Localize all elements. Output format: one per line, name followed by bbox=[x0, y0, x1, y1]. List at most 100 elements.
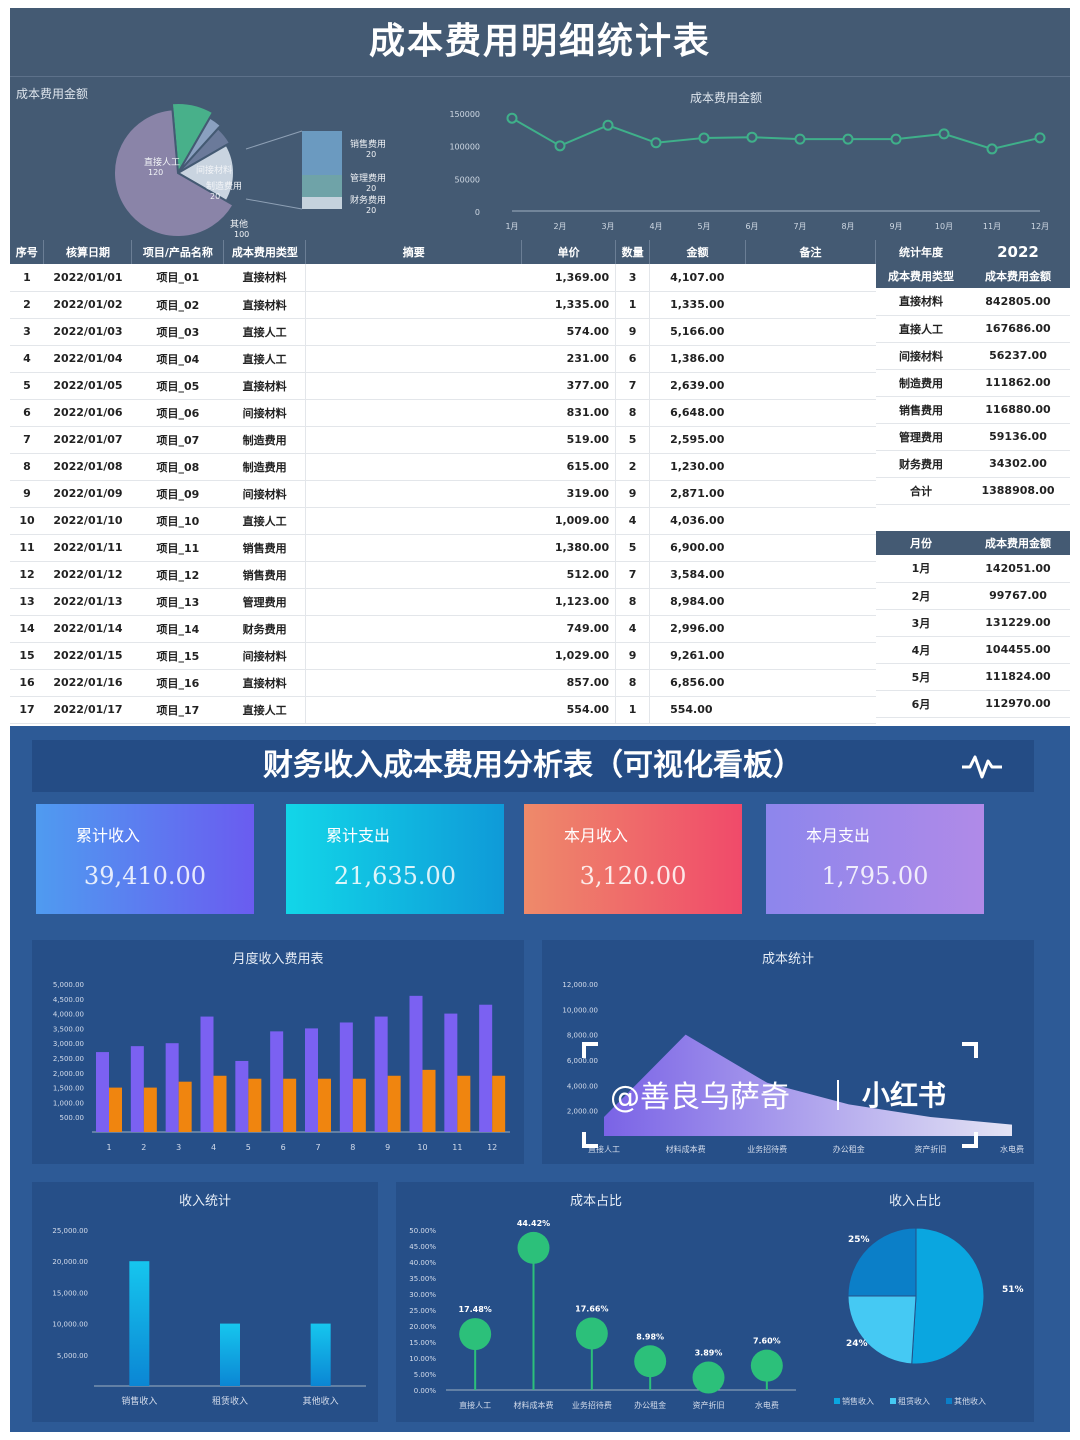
table-cell[interactable]: 2 bbox=[10, 291, 44, 319]
table-cell[interactable]: 9 bbox=[615, 480, 651, 508]
table-cell[interactable]: 1,369.00 bbox=[521, 264, 617, 292]
table-cell[interactable]: 1 bbox=[10, 264, 44, 292]
table-cell[interactable] bbox=[745, 264, 876, 292]
table-cell[interactable] bbox=[745, 642, 876, 670]
table-cell[interactable]: 16 bbox=[10, 669, 44, 697]
table-cell[interactable]: 8 bbox=[615, 399, 651, 427]
table-cell[interactable]: 项目_13 bbox=[131, 588, 224, 616]
column-header[interactable]: 备注 bbox=[745, 240, 876, 264]
table-cell[interactable]: 5 bbox=[615, 534, 651, 562]
table-row[interactable]: 12 2022/01/12 项目_12 销售费用 512.00 7 3,584.00 bbox=[10, 561, 876, 589]
table-row[interactable]: 2 2022/01/02 项目_02 直接材料 1,335.00 1 1,335.00 bbox=[10, 291, 876, 319]
kpi-card[interactable]: 累计收入 39,410.00 bbox=[36, 804, 254, 914]
table-cell[interactable]: 13 bbox=[10, 588, 44, 616]
table-cell[interactable] bbox=[745, 561, 876, 589]
table-cell[interactable]: 1,380.00 bbox=[521, 534, 617, 562]
table-row[interactable]: 5 2022/01/05 项目_05 直接材料 377.00 7 2,639.00 bbox=[10, 372, 876, 400]
table-cell[interactable]: 项目_07 bbox=[131, 426, 224, 454]
column-header[interactable]: 摘要 bbox=[305, 240, 523, 264]
table-cell[interactable]: 项目_03 bbox=[131, 318, 224, 346]
table-cell[interactable] bbox=[305, 696, 522, 724]
table-cell[interactable]: 7 bbox=[615, 561, 651, 589]
table-cell[interactable] bbox=[305, 453, 522, 481]
table-cell[interactable] bbox=[305, 534, 522, 562]
table-cell[interactable]: 554.00 bbox=[649, 696, 746, 724]
column-header[interactable]: 项目/产品名称 bbox=[131, 240, 225, 264]
table-row[interactable]: 1 2022/01/01 项目_01 直接材料 1,369.00 3 4,107.00 bbox=[10, 264, 876, 292]
table-cell[interactable] bbox=[305, 372, 522, 400]
table-cell[interactable]: 11 bbox=[10, 534, 44, 562]
table-cell[interactable]: 6,648.00 bbox=[649, 399, 746, 427]
table-cell[interactable]: 直接人工 bbox=[223, 345, 307, 373]
table-row[interactable]: 8 2022/01/08 项目_08 制造费用 615.00 2 1,230.00 bbox=[10, 453, 876, 481]
table-cell[interactable] bbox=[305, 480, 522, 508]
table-cell[interactable]: 4 bbox=[10, 345, 44, 373]
table-cell[interactable]: 5,166.00 bbox=[649, 318, 746, 346]
table-cell[interactable]: 2022/01/13 bbox=[43, 588, 132, 616]
table-cell[interactable]: 231.00 bbox=[521, 345, 617, 373]
table-cell[interactable] bbox=[305, 318, 522, 346]
table-cell[interactable]: 2022/01/06 bbox=[43, 399, 132, 427]
table-cell[interactable]: 项目_10 bbox=[131, 507, 224, 535]
table-cell[interactable]: 直接材料 bbox=[223, 372, 307, 400]
table-cell[interactable]: 5 bbox=[10, 372, 44, 400]
table-cell[interactable] bbox=[745, 615, 876, 643]
table-cell[interactable]: 8 bbox=[615, 588, 651, 616]
table-cell[interactable]: 1,335.00 bbox=[521, 291, 617, 319]
table-cell[interactable]: 1,029.00 bbox=[521, 642, 617, 670]
table-cell[interactable]: 4 bbox=[615, 615, 651, 643]
table-cell[interactable]: 项目_04 bbox=[131, 345, 224, 373]
column-header[interactable]: 金额 bbox=[649, 240, 747, 264]
table-cell[interactable]: 直接人工 bbox=[223, 507, 307, 535]
table-cell[interactable]: 项目_06 bbox=[131, 399, 224, 427]
table-cell[interactable] bbox=[745, 480, 876, 508]
column-header[interactable]: 成本费用类型 bbox=[223, 240, 307, 264]
table-cell[interactable]: 直接人工 bbox=[223, 696, 307, 724]
table-cell[interactable]: 9 bbox=[10, 480, 44, 508]
table-cell[interactable]: 4,107.00 bbox=[649, 264, 746, 292]
table-cell[interactable]: 2022/01/14 bbox=[43, 615, 132, 643]
table-cell[interactable]: 项目_08 bbox=[131, 453, 224, 481]
table-cell[interactable]: 3,584.00 bbox=[649, 561, 746, 589]
table-row[interactable]: 16 2022/01/16 项目_16 直接材料 857.00 8 6,856.00 bbox=[10, 669, 876, 697]
table-row[interactable]: 14 2022/01/14 项目_14 财务费用 749.00 4 2,996.00 bbox=[10, 615, 876, 643]
table-cell[interactable]: 2022/01/07 bbox=[43, 426, 132, 454]
table-cell[interactable]: 1,230.00 bbox=[649, 453, 746, 481]
table-cell[interactable]: 项目_01 bbox=[131, 264, 224, 292]
table-cell[interactable]: 519.00 bbox=[521, 426, 617, 454]
table-cell[interactable] bbox=[305, 642, 522, 670]
table-cell[interactable]: 3 bbox=[10, 318, 44, 346]
table-cell[interactable] bbox=[745, 291, 876, 319]
table-cell[interactable] bbox=[305, 345, 522, 373]
table-row[interactable]: 3 2022/01/03 项目_03 直接人工 574.00 9 5,166.00 bbox=[10, 318, 876, 346]
table-cell[interactable] bbox=[305, 615, 522, 643]
table-cell[interactable]: 512.00 bbox=[521, 561, 617, 589]
column-header[interactable]: 序号 bbox=[10, 240, 45, 264]
table-cell[interactable]: 6 bbox=[10, 399, 44, 427]
table-cell[interactable]: 项目_11 bbox=[131, 534, 224, 562]
table-cell[interactable] bbox=[745, 588, 876, 616]
table-cell[interactable]: 9 bbox=[615, 642, 651, 670]
table-cell[interactable] bbox=[745, 534, 876, 562]
table-cell[interactable]: 2022/01/08 bbox=[43, 453, 132, 481]
table-row[interactable]: 17 2022/01/17 项目_17 直接人工 554.00 1 554.00 bbox=[10, 696, 876, 724]
table-row[interactable]: 7 2022/01/07 项目_07 制造费用 519.00 5 2,595.00 bbox=[10, 426, 876, 454]
table-cell[interactable]: 2022/01/09 bbox=[43, 480, 132, 508]
table-row[interactable]: 9 2022/01/09 项目_09 间接材料 319.00 9 2,871.00 bbox=[10, 480, 876, 508]
table-cell[interactable]: 6,900.00 bbox=[649, 534, 746, 562]
table-cell[interactable]: 管理费用 bbox=[223, 588, 307, 616]
table-cell[interactable]: 直接材料 bbox=[223, 669, 307, 697]
table-cell[interactable] bbox=[305, 291, 522, 319]
table-cell[interactable]: 1,386.00 bbox=[649, 345, 746, 373]
table-cell[interactable]: 8,984.00 bbox=[649, 588, 746, 616]
table-cell[interactable]: 2,595.00 bbox=[649, 426, 746, 454]
table-cell[interactable] bbox=[305, 507, 522, 535]
table-cell[interactable]: 间接材料 bbox=[223, 480, 307, 508]
table-row[interactable]: 10 2022/01/10 项目_10 直接人工 1,009.00 4 4,036.00 bbox=[10, 507, 876, 535]
table-cell[interactable] bbox=[745, 696, 876, 724]
table-cell[interactable]: 2022/01/17 bbox=[43, 696, 132, 724]
table-cell[interactable]: 2022/01/12 bbox=[43, 561, 132, 589]
table-cell[interactable]: 项目_16 bbox=[131, 669, 224, 697]
table-cell[interactable] bbox=[305, 669, 522, 697]
table-cell[interactable]: 7 bbox=[10, 426, 44, 454]
